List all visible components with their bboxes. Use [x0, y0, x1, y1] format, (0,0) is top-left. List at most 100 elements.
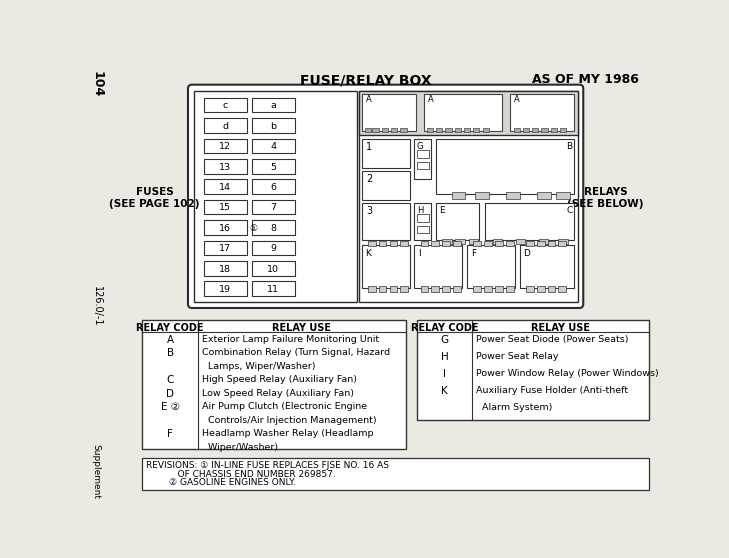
Text: RELAY CODE: RELAY CODE [136, 323, 204, 333]
Text: FUSE/RELAY BOX: FUSE/RELAY BOX [300, 73, 432, 87]
Bar [417, 320, 649, 420]
Bar [252, 200, 295, 214]
Bar [495, 286, 503, 292]
Bar [362, 138, 410, 168]
Text: H: H [440, 352, 448, 362]
Bar [252, 118, 295, 133]
Bar [203, 200, 247, 214]
FancyBboxPatch shape [188, 85, 583, 308]
Bar [362, 171, 410, 200]
Bar [547, 241, 555, 247]
Text: 17: 17 [219, 244, 231, 253]
Text: G: G [440, 335, 448, 345]
Bar [453, 241, 461, 247]
Bar [142, 320, 406, 449]
Bar [475, 193, 488, 199]
Text: Wiper/Washer): Wiper/Washer) [202, 442, 278, 452]
Text: 9: 9 [270, 244, 276, 253]
Bar [378, 241, 386, 247]
Text: Supplement: Supplement [91, 444, 101, 499]
Bar [432, 286, 439, 292]
Bar [359, 91, 578, 136]
Bar [484, 286, 492, 292]
Bar [252, 138, 295, 153]
Bar [526, 241, 534, 247]
Bar [203, 98, 247, 112]
Text: Exterior Lamp Failure Monitoring Unit: Exterior Lamp Failure Monitoring Unit [202, 335, 379, 344]
Bar [526, 286, 534, 292]
Text: ①: ① [249, 224, 257, 233]
Bar [389, 241, 397, 247]
Bar [436, 128, 443, 132]
Bar [473, 128, 480, 132]
Text: 18: 18 [219, 264, 231, 273]
Bar [421, 286, 428, 292]
Text: E ②: E ② [160, 402, 179, 412]
Bar [510, 94, 574, 131]
Text: b: b [270, 122, 276, 131]
Text: K: K [365, 249, 371, 258]
Text: ② GASOLINE ENGINES ONLY.: ② GASOLINE ENGINES ONLY. [146, 478, 296, 487]
Bar [400, 241, 408, 247]
Bar [252, 179, 295, 194]
Text: Headlamp Washer Relay (Headlamp: Headlamp Washer Relay (Headlamp [202, 429, 373, 438]
Text: 1: 1 [366, 142, 373, 152]
Bar [469, 239, 477, 244]
Text: d: d [222, 122, 228, 131]
Text: 7: 7 [270, 203, 276, 213]
Text: 8: 8 [270, 224, 276, 233]
Text: Power Window Relay (Power Windows): Power Window Relay (Power Windows) [476, 369, 659, 378]
Text: I: I [418, 249, 421, 258]
Bar [537, 193, 550, 199]
Bar [252, 281, 295, 296]
Bar [537, 241, 545, 247]
Bar [558, 239, 568, 244]
Text: RELAYS
(SEE BELOW): RELAYS (SEE BELOW) [567, 187, 644, 209]
Text: 11: 11 [268, 285, 279, 294]
Text: D: D [523, 249, 531, 258]
Text: AS OF MY 1986: AS OF MY 1986 [532, 73, 639, 86]
Bar [424, 94, 502, 131]
Text: C: C [566, 206, 572, 215]
Text: 126.0/-1: 126.0/-1 [93, 286, 102, 327]
Bar [456, 239, 464, 244]
Bar [516, 239, 525, 244]
Text: FUSES
(SEE PAGE 102): FUSES (SEE PAGE 102) [109, 187, 200, 209]
Text: Air Pump Clutch (Electronic Engine: Air Pump Clutch (Electronic Engine [202, 402, 367, 411]
Text: B: B [566, 142, 572, 151]
Text: 4: 4 [270, 142, 276, 151]
Bar [426, 128, 433, 132]
Bar [203, 240, 247, 255]
Bar [417, 214, 429, 222]
Text: Alarm System): Alarm System) [476, 403, 553, 412]
Bar [203, 261, 247, 276]
Bar [414, 245, 462, 288]
Bar [451, 193, 465, 199]
Bar [542, 128, 547, 132]
Bar [467, 245, 515, 288]
Bar [417, 150, 429, 158]
Text: RELAY USE: RELAY USE [531, 323, 590, 333]
Bar [537, 286, 545, 292]
Text: A: A [167, 335, 174, 345]
Bar [464, 128, 470, 132]
Text: Auxiliary Fuse Holder (Anti-theft: Auxiliary Fuse Holder (Anti-theft [476, 386, 628, 395]
Bar [252, 240, 295, 255]
Bar [493, 239, 502, 244]
Bar [506, 193, 520, 199]
Text: High Speed Relay (Auxiliary Fan): High Speed Relay (Auxiliary Fan) [202, 376, 357, 384]
Text: RELAY USE: RELAY USE [273, 323, 332, 333]
Bar [373, 128, 378, 132]
Text: 3: 3 [366, 206, 373, 217]
Text: 19: 19 [219, 285, 231, 294]
Bar [252, 159, 295, 174]
Bar [142, 458, 649, 490]
Text: E: E [439, 206, 445, 215]
Bar [400, 286, 408, 292]
Text: Combination Relay (Turn Signal, Hazard: Combination Relay (Turn Signal, Hazard [202, 348, 390, 357]
Bar [436, 203, 480, 240]
Bar [506, 241, 513, 247]
Text: Controls/Air Injection Management): Controls/Air Injection Management) [202, 416, 377, 425]
Bar [443, 286, 450, 292]
Bar [473, 286, 481, 292]
